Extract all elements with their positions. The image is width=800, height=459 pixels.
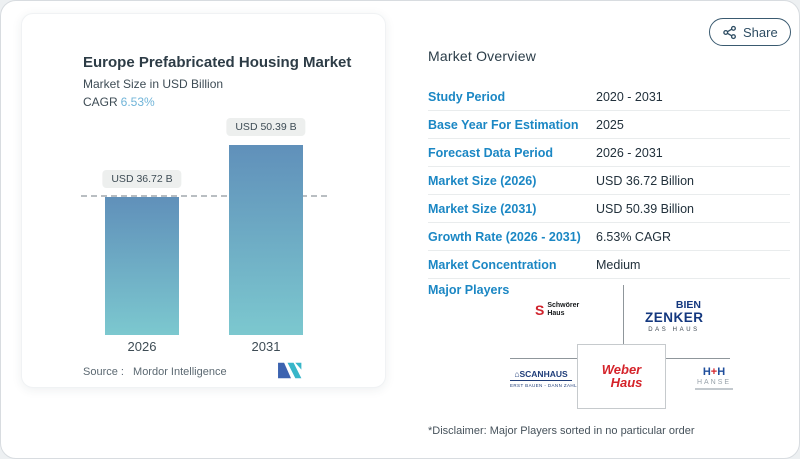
scanhaus-name-text: SCANHAUS xyxy=(519,369,568,379)
major-players-label: Major Players xyxy=(428,283,510,297)
table-row-forecast-period: Forecast Data Period 2026 - 2031 xyxy=(428,139,790,167)
row-value: 6.53% CAGR xyxy=(596,229,672,244)
row-label: Market Size (2026) xyxy=(428,173,537,188)
table-row-market-size-2031: Market Size (2031) USD 50.39 Billion xyxy=(428,195,790,223)
share-button[interactable]: Share xyxy=(709,18,791,46)
bienzenker-line1: BIEN xyxy=(675,299,701,311)
source-line: Source : Mordor Intelligence xyxy=(83,366,227,378)
schwoerer-line2: Haus xyxy=(547,310,565,318)
bar-value-label-2026: USD 36.72 B xyxy=(102,170,182,188)
overview-table: Study Period 2020 - 2031 Base Year For E… xyxy=(428,83,790,279)
house-icon: ⌂ xyxy=(514,369,520,379)
diagram-horizontal-line-left xyxy=(510,358,577,359)
hh-tagline-bar xyxy=(695,388,733,390)
source-value: Mordor Intelligence xyxy=(133,366,227,378)
hh-plus: + xyxy=(710,366,718,378)
row-value: 2026 - 2031 xyxy=(596,145,663,160)
diagram-horizontal-line-right xyxy=(666,358,730,359)
hh-sub: HANSE xyxy=(696,379,732,386)
row-label: Study Period xyxy=(428,89,506,104)
logo-weberhaus: Weber Haus xyxy=(601,362,643,390)
share-icon xyxy=(723,25,736,39)
chart-subtitle: Market Size in USD Billion xyxy=(83,77,224,91)
weberhaus-line1: Weber xyxy=(601,362,642,378)
row-label: Base Year For Estimation xyxy=(428,117,579,132)
row-label: Market Size (2031) xyxy=(428,201,537,216)
chart-title: Europe Prefabricated Housing Market xyxy=(83,54,352,71)
hh-mark: H+H xyxy=(691,367,737,378)
row-value: 2025 xyxy=(596,117,624,132)
scanhaus-name: ⌂SCANHAUS xyxy=(510,369,572,381)
schwoerer-text: Schwörer Haus xyxy=(547,302,579,318)
row-label: Forecast Data Period xyxy=(428,145,554,160)
logo-scanhaus: ⌂SCANHAUS ERST BAUEN - DANN ZAHLEN xyxy=(510,369,585,388)
table-row-market-concentration: Market Concentration Medium xyxy=(428,251,790,279)
x-axis-label-2031: 2031 xyxy=(251,339,281,354)
row-label: Market Concentration xyxy=(428,257,557,272)
row-value: USD 50.39 Billion xyxy=(596,201,694,216)
mordor-intelligence-logo-icon xyxy=(278,362,302,379)
reference-dashed-line xyxy=(81,195,327,197)
x-axis-label-2026: 2026 xyxy=(127,339,157,354)
scanhaus-tagline: ERST BAUEN - DANN ZAHLEN xyxy=(510,383,585,388)
bar-2031 xyxy=(229,145,303,335)
diagram-vertical-divider xyxy=(623,285,624,344)
logo-bien-zenker: BIEN ZENKER DAS HAUS xyxy=(645,300,703,333)
hh-h-right: H xyxy=(717,366,726,378)
schwoerer-s-icon: S xyxy=(535,302,545,319)
weberhaus-line2: Haus xyxy=(610,374,643,390)
bienzenker-line3: DAS HAUS xyxy=(648,326,700,333)
table-row-growth-rate: Growth Rate (2026 - 2031) 6.53% CAGR xyxy=(428,223,790,251)
row-value: 2020 - 2031 xyxy=(596,89,663,104)
overview-heading: Market Overview xyxy=(428,48,537,64)
share-label: Share xyxy=(743,24,778,40)
row-label: Growth Rate (2026 - 2031) xyxy=(428,229,581,244)
logo-hh-hanse: H+H HANSE xyxy=(691,367,737,390)
cagr-value: 6.53% xyxy=(120,95,155,109)
row-value: Medium xyxy=(596,257,641,272)
bienzenker-line2: ZENKER xyxy=(645,309,704,325)
table-row-market-size-2026: Market Size (2026) USD 36.72 Billion xyxy=(428,167,790,195)
logo-schwoerer-haus: S Schwörer Haus xyxy=(535,302,579,318)
chart-cagr-line: CAGR 6.53% xyxy=(83,95,155,109)
hh-h-left: H xyxy=(702,366,711,378)
table-row-base-year: Base Year For Estimation 2025 xyxy=(428,111,790,139)
disclaimer-text: *Disclaimer: Major Players sorted in no … xyxy=(428,425,695,437)
cagr-label: CAGR xyxy=(83,95,118,109)
table-row-study-period: Study Period 2020 - 2031 xyxy=(428,83,790,111)
source-label: Source : xyxy=(83,366,124,378)
bar-value-label-2031: USD 50.39 B xyxy=(226,118,306,136)
logo-weberhaus-box: Weber Haus xyxy=(577,344,666,409)
row-value: USD 36.72 Billion xyxy=(596,173,694,188)
bar-2026 xyxy=(105,197,179,335)
schwoerer-line1: Schwörer xyxy=(547,302,580,309)
chart-panel: Europe Prefabricated Housing Market Mark… xyxy=(21,13,386,388)
